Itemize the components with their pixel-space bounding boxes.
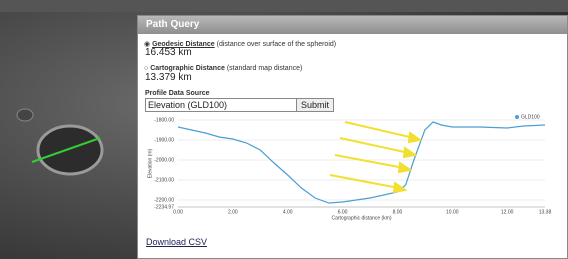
x-tick-label: 2.00 <box>228 209 238 215</box>
y-tick-label: -2200.00 <box>154 197 174 203</box>
legend-label: GLD100 <box>521 114 540 120</box>
y-tick-label: -2000.00 <box>154 157 174 163</box>
x-tick-label: 12.00 <box>501 209 514 215</box>
x-tick-label: 10.00 <box>446 209 459 215</box>
screen: Path Query ◉ Geodesic Distance (distance… <box>0 0 568 259</box>
y-tick-label: -2234.97 <box>154 204 174 210</box>
x-tick-label: 8.00 <box>393 209 403 215</box>
profile-line <box>178 122 545 203</box>
legend-swatch <box>515 115 519 119</box>
y-axis-label: Elevation (m) <box>147 148 153 178</box>
x-axis-label: Cartographic distance (km) <box>331 215 391 221</box>
profile-chart: -1800.00 -1900.00 -2000.00 -2100.00 -2200.00… <box>0 0 568 259</box>
y-tick-label: -1900.00 <box>154 137 174 143</box>
y-tick-label: -2100.00 <box>154 177 174 183</box>
y-tick-label: -1800.00 <box>154 117 174 123</box>
x-tick-label: 4.00 <box>283 209 293 215</box>
x-tick-label: 0.00 <box>173 209 183 215</box>
x-tick-label: 13.38 <box>539 209 552 215</box>
